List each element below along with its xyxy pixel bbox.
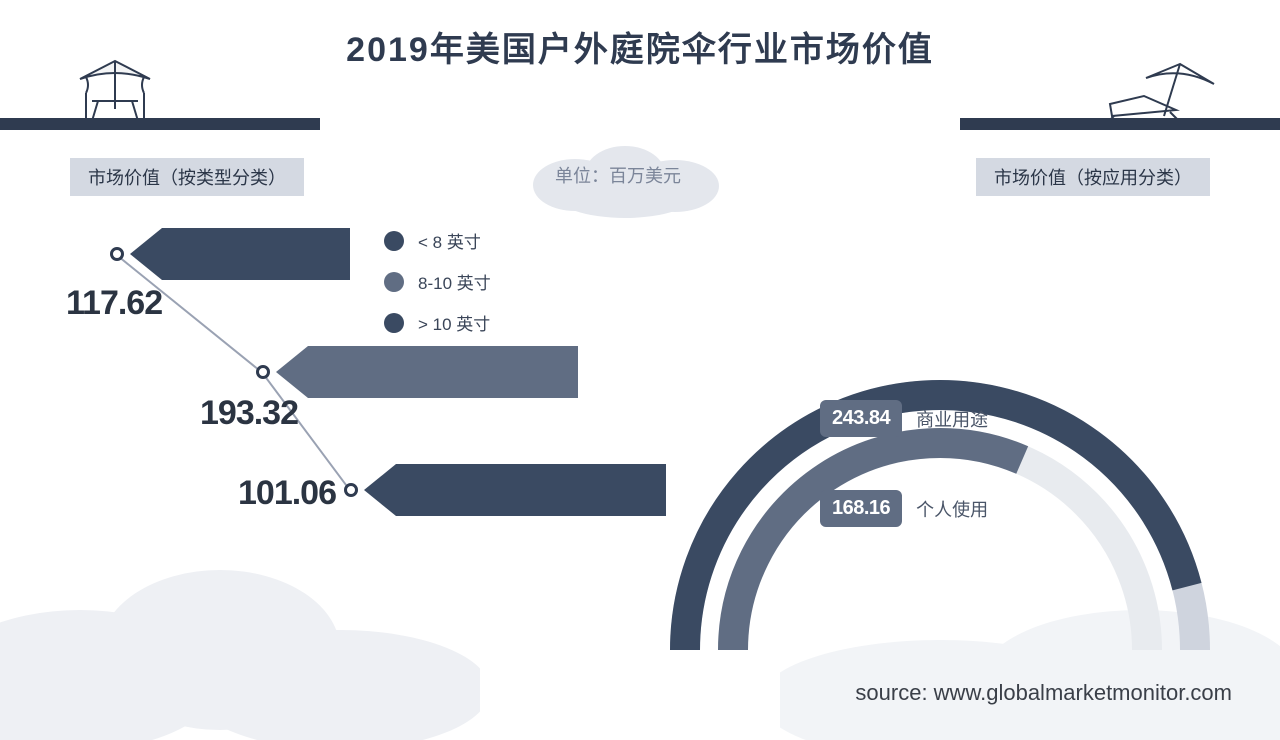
type-row (344, 464, 666, 516)
app-badge: 168.16 个人使用 (820, 490, 988, 527)
legend-dot (384, 231, 404, 251)
legend-label: > 10 英寸 (418, 310, 490, 335)
app-value: 168.16 (820, 490, 902, 527)
legend: < 8 英寸 8-10 英寸 > 10 英寸 (384, 228, 491, 351)
app-badge: 243.84 商业用途 (820, 400, 988, 437)
type-value: 101.06 (238, 474, 336, 513)
unit-label: 单位：百万美元 (555, 162, 681, 188)
header-bar-left (0, 118, 320, 130)
legend-dot (384, 313, 404, 333)
section-header-by-type: 市场价值（按类型分类） (70, 158, 304, 196)
app-label: 商业用途 (916, 406, 988, 432)
type-arrow (364, 464, 396, 516)
header-bar-right (960, 118, 1280, 130)
type-row (110, 228, 350, 280)
by-application-chart: 243.84 商业用途 168.16 个人使用 (650, 240, 1230, 660)
type-dot (256, 365, 270, 379)
legend-item: 8-10 英寸 (384, 269, 491, 294)
type-bar (162, 228, 350, 280)
legend-label: 8-10 英寸 (418, 269, 491, 294)
type-arrow (276, 346, 308, 398)
type-value: 117.62 (66, 284, 162, 323)
section-header-by-application: 市场价值（按应用分类） (976, 158, 1210, 196)
type-arrow (130, 228, 162, 280)
legend-item: < 8 英寸 (384, 228, 491, 253)
source-text: source: www.globalmarketmonitor.com (855, 680, 1232, 706)
type-dot (110, 247, 124, 261)
type-bar (308, 346, 578, 398)
app-value: 243.84 (820, 400, 902, 437)
app-label: 个人使用 (916, 496, 988, 522)
patio-umbrella-icon (60, 55, 170, 125)
arc-bg (733, 443, 1147, 650)
type-bar (396, 464, 666, 516)
type-row (256, 346, 578, 398)
cloud-bg-left (0, 480, 480, 740)
legend-dot (384, 272, 404, 292)
legend-label: < 8 英寸 (418, 228, 481, 253)
page-title: 2019年美国户外庭院伞行业市场价值 (346, 22, 934, 71)
legend-item: > 10 英寸 (384, 310, 491, 335)
type-dot (344, 483, 358, 497)
type-value: 193.32 (200, 394, 298, 433)
